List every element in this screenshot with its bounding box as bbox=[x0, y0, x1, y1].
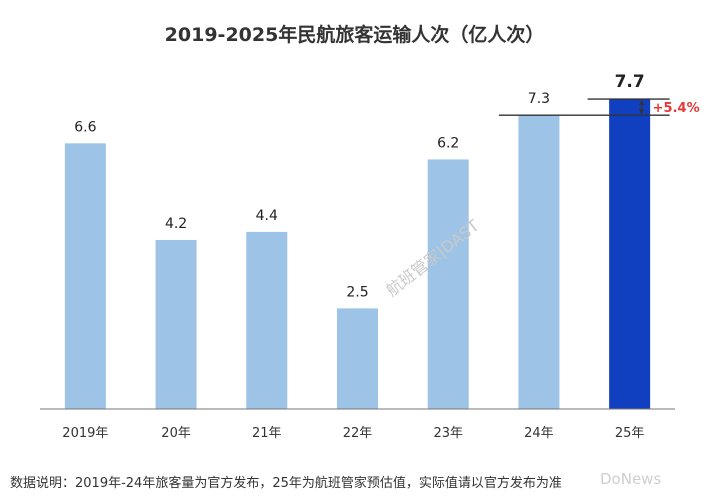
x-tick-label-1: 20年 bbox=[161, 426, 191, 441]
data-label-4: 6.2 bbox=[437, 135, 459, 151]
bar-3 bbox=[337, 308, 378, 409]
data-label-3: 2.5 bbox=[346, 284, 368, 300]
donews-logo: DoNews bbox=[600, 470, 662, 488]
x-tick-label-0: 2019年 bbox=[62, 426, 108, 441]
bar-chart: 6.6 2019年 4.2 20年 4.4 21年 2.5 22年 6.2 23年 7.3 24年 7.… bbox=[40, 72, 700, 441]
bar-0 bbox=[64, 143, 106, 409]
data-label-6: 7.7 bbox=[615, 72, 645, 92]
annotation-arrow-head-up bbox=[638, 100, 645, 106]
data-label-5: 7.3 bbox=[528, 91, 550, 107]
bar-6 bbox=[609, 99, 651, 409]
annotation-arrow-head-down bbox=[638, 109, 645, 115]
growth-annotation-label: +5.4% bbox=[653, 101, 700, 116]
bar-1 bbox=[155, 239, 197, 409]
x-tick-label-4: 23年 bbox=[433, 426, 463, 441]
data-label-0: 6.6 bbox=[74, 119, 96, 135]
bar-2 bbox=[246, 231, 288, 409]
chart-title: 2019-2025年民航旅客运输人次（亿人次） bbox=[164, 24, 545, 46]
x-tick-label-3: 22年 bbox=[343, 426, 373, 441]
data-label-2: 4.4 bbox=[256, 208, 278, 224]
bar-5 bbox=[518, 115, 560, 410]
footnote: 数据说明：2019年-24年旅客量为官方发布，25年为航班管家预估值，实际值请以… bbox=[10, 476, 562, 491]
x-tick-label-6: 25年 bbox=[615, 426, 645, 441]
data-label-1: 4.2 bbox=[165, 216, 187, 232]
bar-4 bbox=[427, 159, 469, 409]
x-tick-label-2: 21年 bbox=[252, 426, 282, 441]
x-tick-label-5: 24年 bbox=[524, 426, 554, 441]
